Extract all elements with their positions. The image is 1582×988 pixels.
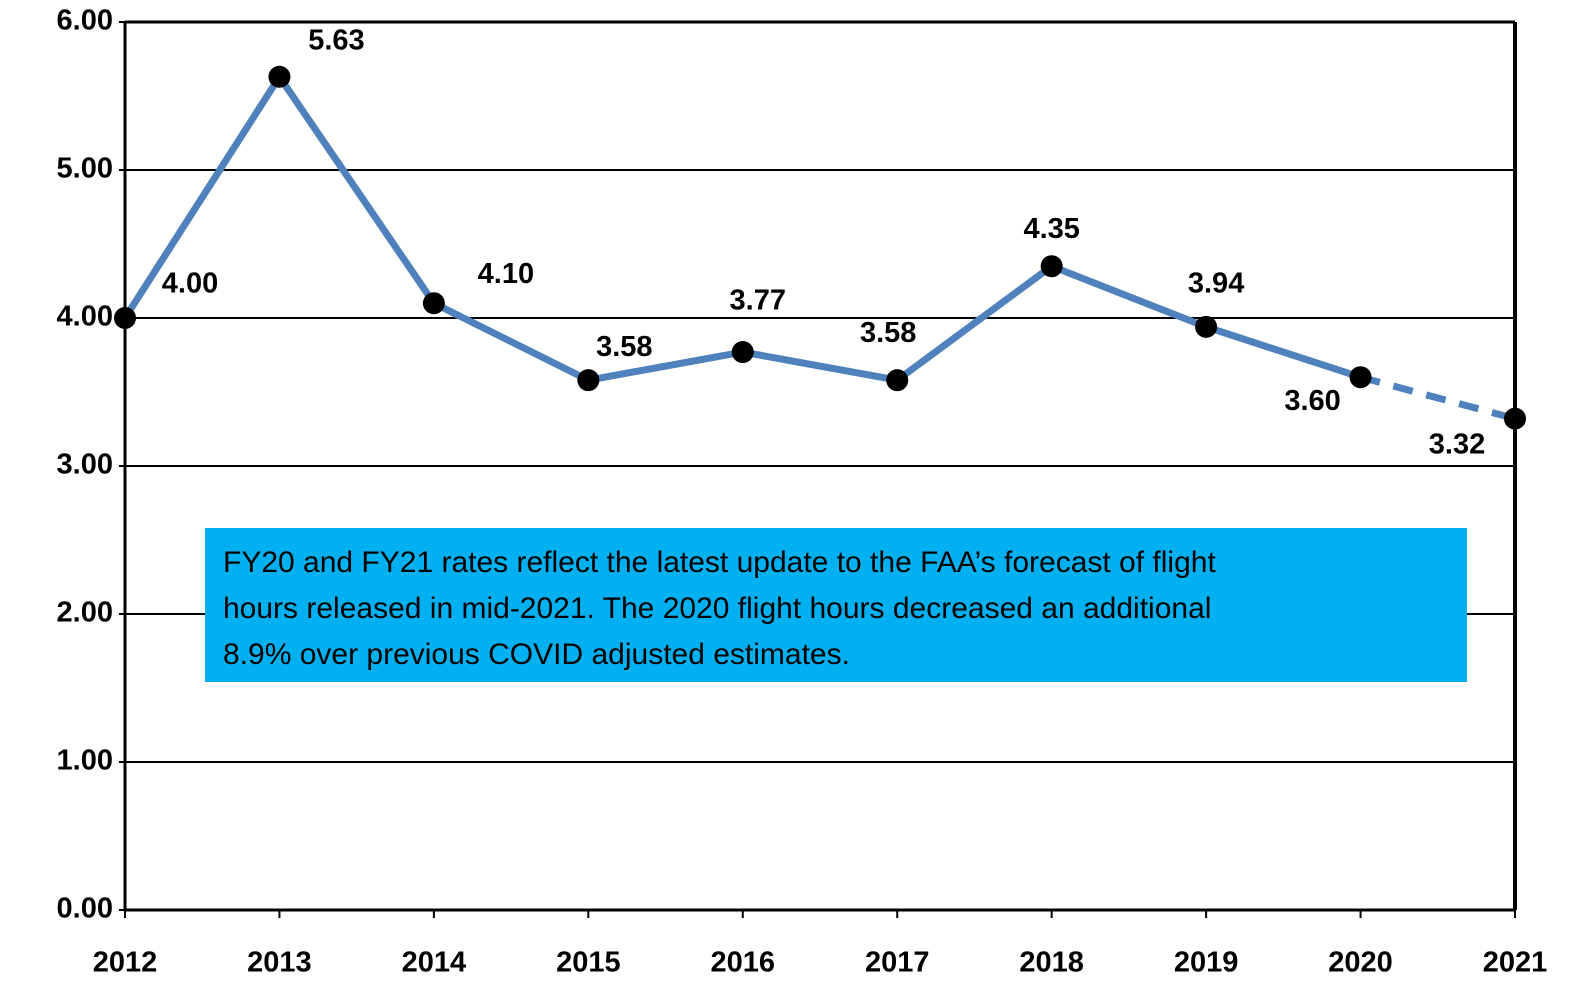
data-label: 3.58 xyxy=(860,317,916,349)
data-label: 4.35 xyxy=(1023,213,1079,245)
line-segment xyxy=(1202,323,1365,381)
annotation: FY20 and FY21 rates reflect the latest u… xyxy=(205,528,1467,682)
y-tick-label: 0.00 xyxy=(57,893,113,925)
x-tick-label: 2014 xyxy=(402,947,467,979)
marker xyxy=(731,341,754,364)
marker xyxy=(422,292,445,315)
annotation-line: FY20 and FY21 rates reflect the latest u… xyxy=(223,546,1216,579)
line-segment xyxy=(430,299,592,384)
data-label: 4.10 xyxy=(478,258,534,290)
data-label: 3.58 xyxy=(596,331,652,363)
x-tick-label: 2016 xyxy=(711,947,776,979)
marker xyxy=(1349,366,1372,389)
x-tick-label: 2020 xyxy=(1328,947,1393,979)
data-label: 4.00 xyxy=(162,268,218,300)
x-tick-label: 2013 xyxy=(247,947,312,979)
data-label: 3.60 xyxy=(1284,385,1340,417)
y-tick-label: 3.00 xyxy=(57,449,113,481)
data-label: 3.32 xyxy=(1429,428,1485,460)
y-tick-label: 4.00 xyxy=(57,301,113,333)
data-label: 3.77 xyxy=(730,285,786,317)
x-tick-label: 2015 xyxy=(556,947,621,979)
line-segment xyxy=(275,73,438,307)
marker xyxy=(886,369,909,392)
annotation-line: hours released in mid-2021. The 2020 fli… xyxy=(223,592,1212,625)
data-label: 3.94 xyxy=(1188,268,1244,300)
x-tick-label: 2012 xyxy=(93,947,158,979)
y-tick-label: 5.00 xyxy=(57,153,113,185)
x-tick-label: 2019 xyxy=(1174,947,1239,979)
y-tick-label: 2.00 xyxy=(57,597,113,629)
line-segment xyxy=(121,73,283,322)
x-tick-label: 2021 xyxy=(1483,947,1548,979)
marker xyxy=(1195,315,1218,338)
line-segment xyxy=(893,262,1056,384)
x-tick-label: 2018 xyxy=(1019,947,1084,979)
marker xyxy=(268,65,291,88)
marker xyxy=(1504,407,1526,430)
data-label: 5.63 xyxy=(308,24,364,56)
y-tick-label: 6.00 xyxy=(57,5,113,37)
y-tick-label: 1.00 xyxy=(57,745,113,777)
line-segment xyxy=(1048,262,1210,331)
x-tick-label: 2017 xyxy=(865,947,930,979)
marker xyxy=(114,307,136,329)
marker xyxy=(577,369,600,392)
marker xyxy=(1040,255,1063,278)
line-segment xyxy=(739,348,901,384)
annotation-line: 8.9% over previous COVID adjusted estima… xyxy=(223,638,850,671)
line-segment xyxy=(1359,373,1516,423)
line-segment xyxy=(584,348,747,384)
